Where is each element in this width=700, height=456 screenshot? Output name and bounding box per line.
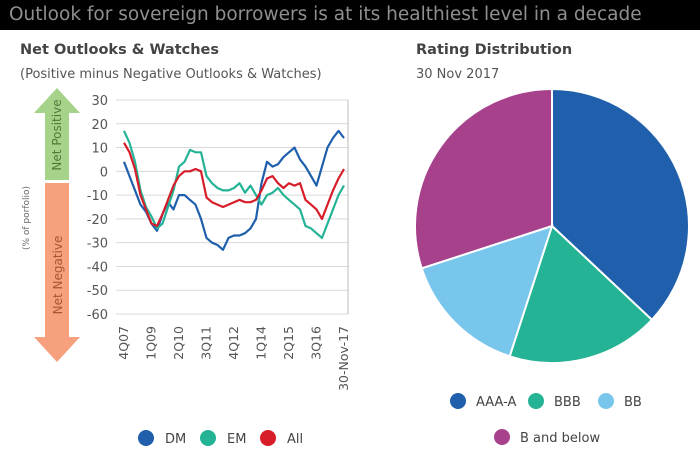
x-tick-label: 2Q15 [281,326,296,360]
net-negative-label: Net Negative [51,236,65,315]
y-axis-label: (% of porfolio) [22,186,32,250]
pie-chart-title: Rating Distribution [416,42,572,58]
x-tick-label: 1Q14 [254,326,269,360]
y-tick-label: 0 [100,165,108,180]
x-tick-label: 1Q09 [144,326,159,360]
pie-legend-marker-bbb [528,393,544,409]
line-chart-series [122,129,345,251]
pie-slice-bbb [508,224,654,364]
x-tick-label: 4Q07 [116,326,131,360]
y-tick-label: -50 [87,284,108,299]
pie-legend-marker-b-and-below [494,429,510,445]
line-chart-y-ticks: 30 20 10 0 -10 -20 -30 -40 -50 -60 [87,94,108,323]
pie-legend-label-bbb: BBB [554,395,581,410]
y-tick-label: -30 [87,237,108,252]
pie-legend-label-aaa-a: AAA-A [476,395,517,410]
x-tick-label: 3Q11 [199,326,214,360]
series-line-dm [122,129,345,251]
pie-legend-marker-bb [598,393,614,409]
net-negative-arrow: Net Negative [34,183,80,362]
series-line-em [123,130,345,239]
y-tick-label: -60 [87,308,108,323]
legend-marker-dm [138,430,154,446]
line-chart-x-ticks: 4Q07 1Q09 2Q10 3Q11 4Q12 1Q14 2Q15 3Q16 30-Nov-1… [116,326,351,391]
legend-label-dm: DM [165,432,186,447]
net-positive-label: Net Positive [50,99,64,170]
y-tick-label: 20 [91,118,108,133]
y-tick-label: 10 [91,142,108,157]
x-tick-label: 3Q16 [309,326,324,360]
legend-label-em: EM [227,432,246,447]
pie-slice-aaa-a [551,87,690,322]
y-tick-label: 30 [91,94,108,109]
pie-chart-slices [414,87,690,364]
pie-chart-legend: AAA-A BBB BBB and below [450,393,642,446]
legend-marker-em [200,430,216,446]
series-line-all [123,142,345,228]
y-tick-label: -40 [87,260,108,275]
y-tick-label: -20 [87,213,108,228]
x-tick-label: 4Q12 [226,326,241,360]
line-chart-subtitle: (Positive minus Negative Outlooks & Watc… [20,67,322,82]
pie-legend-label-b-and-below: B and below [520,431,600,446]
net-positive-arrow: Net Positive [34,88,80,180]
pie-legend-label-bb: BB [624,395,642,410]
line-chart-title: Net Outlooks & Watches [20,42,219,58]
x-tick-label: 30-Nov-17 [336,326,351,391]
y-tick-label: -10 [87,189,108,204]
line-chart-grid [116,99,349,315]
banner-title: Outlook for sovereign borrowers is at it… [0,0,700,30]
pie-legend-marker-aaa-a [450,393,466,409]
pie-chart-subtitle: 30 Nov 2017 [416,67,499,82]
legend-label-all: All [287,432,303,447]
pie-slice-b-and-below [414,87,553,270]
legend-marker-all [260,430,276,446]
x-tick-label: 2Q10 [171,326,186,360]
line-chart-legend: DM EM All [138,430,303,447]
